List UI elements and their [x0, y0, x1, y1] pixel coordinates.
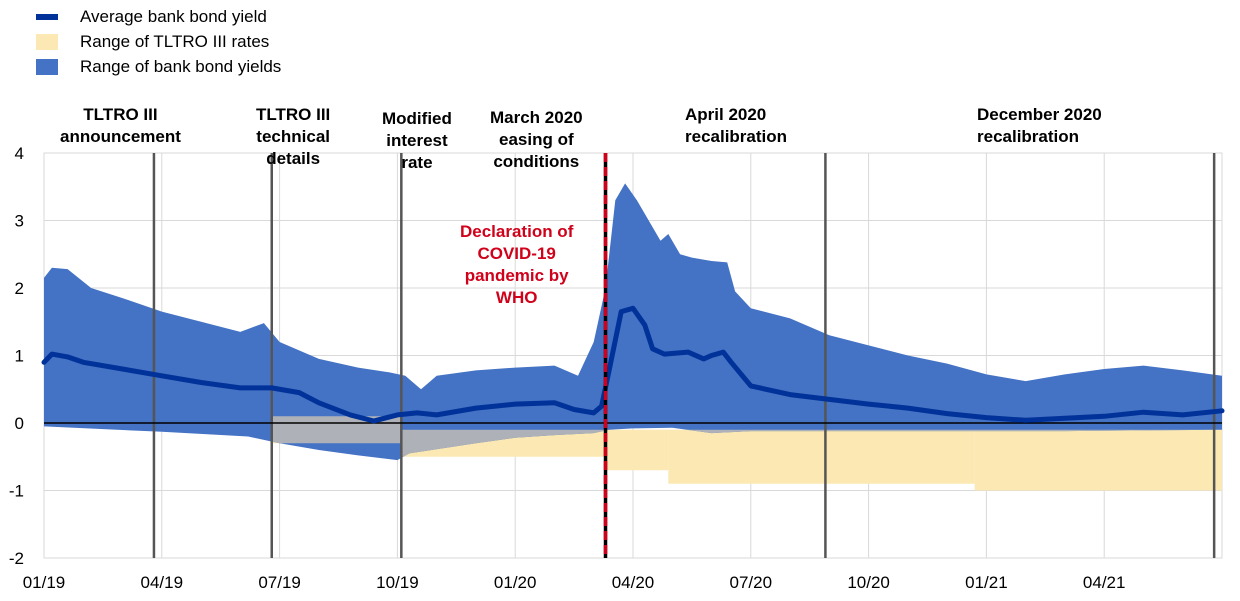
legend: Average bank bond yield Range of TLTRO I…: [36, 4, 281, 79]
x-tick-label: 01/19: [23, 573, 66, 592]
annotation-december-recalibration: December 2020 recalibration: [977, 105, 1102, 146]
annotation-march-easing: March 2020 easing of conditions: [490, 108, 583, 171]
x-tick-label: 10/19: [376, 573, 419, 592]
y-tick-label: 0: [15, 414, 24, 433]
x-tick-label: 07/20: [730, 573, 773, 592]
x-tick-label: 04/21: [1083, 573, 1126, 592]
annotation-modified-rate: Modified interest rate: [382, 109, 452, 172]
x-tick-label: 01/21: [965, 573, 1008, 592]
annotation-tltro-technical: TLTRO III technical details: [256, 105, 331, 168]
legend-label-bonds: Range of bank bond yields: [80, 57, 282, 76]
legend-item-average: Average bank bond yield: [36, 4, 281, 29]
tltro-range-segment: [668, 429, 975, 484]
x-tick-label: 01/20: [494, 573, 537, 592]
y-tick-label: -1: [9, 482, 24, 501]
annotation-covid-declaration: Declaration of COVID-19 pandemic by WHO: [460, 222, 574, 307]
y-tick-label: 3: [15, 212, 24, 231]
x-tick-label: 10/20: [847, 573, 890, 592]
legend-item-tltro: Range of TLTRO III rates: [36, 29, 281, 54]
y-tick-label: 4: [15, 144, 24, 163]
y-tick-label: 1: [15, 347, 24, 366]
y-tick-label: -2: [9, 549, 24, 568]
annotation-tltro-announcement: TLTRO III announcement: [60, 105, 181, 146]
x-tick-label: 04/20: [612, 573, 655, 592]
legend-label-average: Average bank bond yield: [80, 7, 267, 26]
legend-item-bonds: Range of bank bond yields: [36, 54, 281, 79]
legend-swatch-average: [36, 13, 58, 20]
bond-yield-range-area: [44, 183, 1222, 461]
legend-swatch-bonds: [36, 58, 58, 75]
legend-label-tltro: Range of TLTRO III rates: [80, 32, 270, 51]
average-yield-line: [41, 305, 1225, 424]
annotation-april-recalibration: April 2020 recalibration: [685, 105, 788, 146]
tltro-range-segment: [974, 429, 1222, 491]
x-tick-label: 07/19: [258, 573, 301, 592]
tltro-range-segment: [605, 429, 669, 471]
y-tick-label: 2: [15, 279, 24, 298]
legend-swatch-tltro: [36, 33, 58, 50]
x-tick-label: 04/19: [141, 573, 184, 592]
